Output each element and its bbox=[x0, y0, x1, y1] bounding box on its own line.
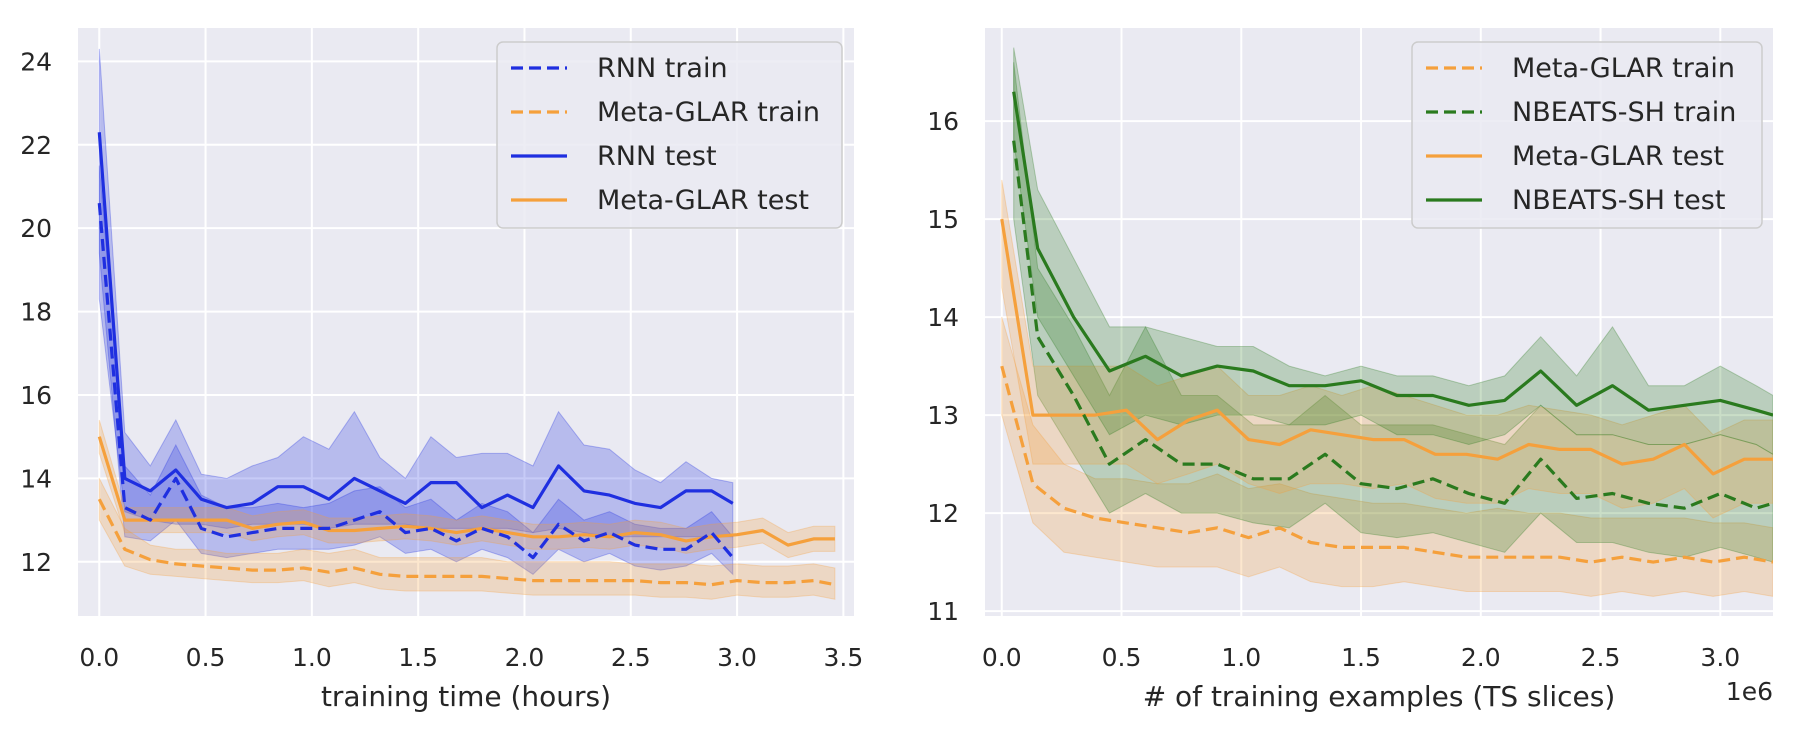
y-tick-label: 12 bbox=[20, 548, 52, 577]
legend-box bbox=[496, 41, 843, 229]
legend-entry-1: Meta-GLAR train bbox=[1512, 53, 1735, 84]
y-tick-label: 15 bbox=[927, 205, 959, 234]
y-tick-label: 12 bbox=[927, 499, 959, 528]
chart-panel-2: 0.0 0.5 1.0 1.5 2.0 2.5 3.0 11 12 13 14 15 16 # of tr… bbox=[927, 28, 1773, 713]
confidence-band-1 bbox=[1001, 316, 1773, 597]
legend-entry-2: NBEATS-SH train bbox=[1512, 97, 1736, 128]
confidence-band-4 bbox=[1013, 47, 1773, 455]
x-tick-label: 0.0 bbox=[982, 643, 1022, 672]
confidence-band-3 bbox=[1001, 179, 1773, 519]
x-axis-label: # of training examples (TS slices) bbox=[1143, 680, 1616, 713]
x-tick-label: 1.5 bbox=[398, 643, 438, 672]
confidence-band-1 bbox=[98, 165, 734, 576]
chart-panel-1: 0.0 0.5 1.0 1.5 2.0 2.5 3.0 3.5 12 14 16 18 20 22 24 tr… bbox=[20, 28, 863, 713]
x-tick-label: 2.0 bbox=[505, 643, 545, 672]
legend-entry-3: RNN test bbox=[597, 141, 717, 172]
x-tick-label: 1.5 bbox=[1341, 643, 1381, 672]
y-tick-label: 20 bbox=[20, 214, 52, 243]
x-tick-label: 3.5 bbox=[823, 643, 863, 672]
series-line-3 bbox=[97, 132, 734, 510]
series-line-1 bbox=[97, 202, 735, 560]
x-tick-label: 3.0 bbox=[717, 643, 757, 672]
x-tick-label: 0.0 bbox=[79, 643, 119, 672]
legend: Meta-GLAR train NBEATS-SH train Meta-GLAR … bbox=[1411, 41, 1763, 229]
x-tick-label: 0.5 bbox=[186, 643, 226, 672]
y-tick-label: 16 bbox=[927, 107, 959, 136]
series-line-3 bbox=[1000, 218, 1773, 476]
legend-box bbox=[1411, 41, 1763, 229]
x-tick-label: 1.0 bbox=[292, 643, 332, 672]
legend: RNN train Meta-GLAR train RNN test Meta-GLA… bbox=[496, 41, 843, 229]
plot-area bbox=[1000, 47, 1773, 597]
x-tick-label: 2.5 bbox=[1581, 643, 1621, 672]
series-line-2 bbox=[97, 498, 836, 587]
y-tick-label: 24 bbox=[20, 47, 52, 76]
x-tick-label: 0.5 bbox=[1102, 643, 1142, 672]
y-tick-label: 14 bbox=[927, 303, 959, 332]
series-line-4 bbox=[1012, 91, 1773, 417]
confidence-band-2 bbox=[1013, 62, 1773, 563]
plot-area bbox=[97, 48, 836, 600]
y-tick-label: 16 bbox=[20, 381, 52, 410]
y-tick-label: 13 bbox=[927, 401, 959, 430]
legend-entry-4: NBEATS-SH test bbox=[1512, 185, 1725, 216]
legend-entry-3: Meta-GLAR test bbox=[1512, 141, 1724, 172]
y-tick-label: 18 bbox=[20, 298, 52, 327]
legend-entry-4: Meta-GLAR test bbox=[597, 185, 809, 216]
legend-entry-2: Meta-GLAR train bbox=[597, 97, 820, 128]
x-scale-label: 1e6 bbox=[1726, 677, 1773, 706]
x-tick-label: 1.0 bbox=[1221, 643, 1261, 672]
x-tick-label: 2.5 bbox=[611, 643, 651, 672]
series-line-2 bbox=[1012, 140, 1773, 510]
x-tick-label: 2.0 bbox=[1461, 643, 1501, 672]
y-tick-label: 11 bbox=[927, 597, 959, 626]
y-tick-label: 14 bbox=[20, 464, 52, 493]
legend-entry-1: RNN train bbox=[597, 53, 728, 84]
series-line-1 bbox=[1000, 365, 1773, 564]
x-axis-label: training time (hours) bbox=[321, 680, 611, 713]
y-tick-label: 22 bbox=[20, 131, 52, 160]
x-tick-label: 3.0 bbox=[1700, 643, 1740, 672]
